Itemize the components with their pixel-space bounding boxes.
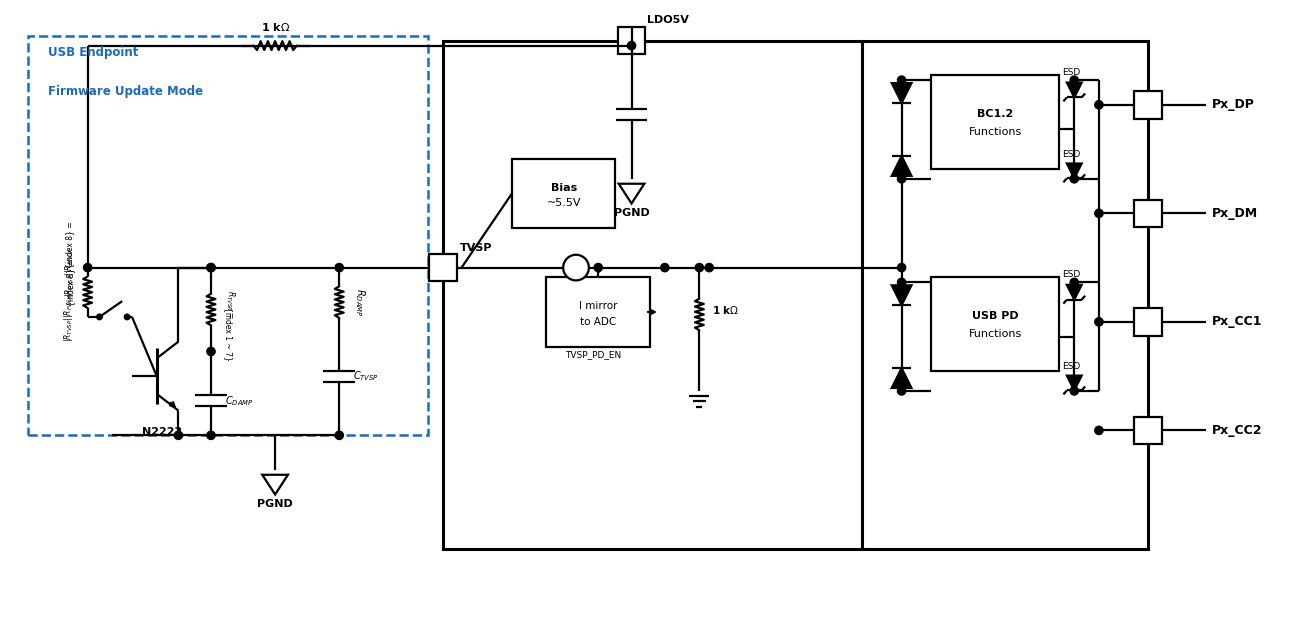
Circle shape <box>1095 318 1104 326</box>
Text: $|R_{TVSP}||R_{FWUP}$: $|R_{TVSP}||R_{FWUP}$ <box>64 248 77 297</box>
Bar <box>1135 91 1162 119</box>
Polygon shape <box>1067 376 1081 391</box>
Circle shape <box>1070 175 1079 183</box>
Bar <box>1135 308 1162 336</box>
Text: Functions: Functions <box>968 329 1022 339</box>
Bar <box>863 40 1148 549</box>
Bar <box>546 277 650 346</box>
Circle shape <box>335 264 344 272</box>
Text: $|R_{TVSP}||R_{FWUP}$: $|R_{TVSP}||R_{FWUP}$ <box>61 292 74 341</box>
Circle shape <box>96 314 102 320</box>
Bar <box>443 40 863 549</box>
Circle shape <box>335 431 344 440</box>
Circle shape <box>1070 278 1079 287</box>
Polygon shape <box>262 475 288 494</box>
Circle shape <box>696 264 704 272</box>
Bar <box>429 254 456 281</box>
Text: TVSP: TVSP <box>460 243 493 253</box>
Polygon shape <box>891 368 912 388</box>
Polygon shape <box>619 183 645 203</box>
Polygon shape <box>891 156 912 176</box>
Polygon shape <box>891 285 912 305</box>
Bar <box>1135 417 1162 444</box>
Bar <box>618 27 645 55</box>
Circle shape <box>898 76 906 84</box>
Text: {index 1 ~ 7}: {index 1 ~ 7} <box>224 307 233 361</box>
Text: Px_CC1: Px_CC1 <box>1212 315 1261 328</box>
Circle shape <box>83 264 91 272</box>
Text: Firmware Update Mode: Firmware Update Mode <box>48 85 203 98</box>
Text: BC1.2: BC1.2 <box>977 109 1014 119</box>
Text: 1 k$\Omega$: 1 k$\Omega$ <box>713 304 739 315</box>
Bar <box>1135 200 1162 227</box>
Text: LDO5V: LDO5V <box>648 15 689 25</box>
Polygon shape <box>891 83 912 103</box>
Bar <box>29 35 427 435</box>
Text: ESD: ESD <box>1062 271 1080 279</box>
Text: N2222: N2222 <box>142 427 182 437</box>
Text: USB PD: USB PD <box>972 312 1019 322</box>
Circle shape <box>705 264 713 272</box>
Polygon shape <box>1067 164 1081 179</box>
Text: Bias: Bias <box>551 183 577 193</box>
Text: TVSP_PD_EN: TVSP_PD_EN <box>566 350 622 360</box>
Polygon shape <box>1067 285 1081 300</box>
Text: ESD: ESD <box>1062 362 1080 371</box>
Circle shape <box>563 255 589 281</box>
Text: {index 8} =: {index 8} = <box>66 259 74 305</box>
Circle shape <box>175 431 182 440</box>
Text: {index 8} =: {index 8} = <box>65 221 74 267</box>
Circle shape <box>1095 101 1104 109</box>
Text: PGND: PGND <box>614 208 649 218</box>
Text: 1 k$\Omega$: 1 k$\Omega$ <box>261 21 289 33</box>
Text: $C_{TVSP}$: $C_{TVSP}$ <box>353 369 379 383</box>
Circle shape <box>594 264 602 272</box>
Text: $R_{DAMP}$: $R_{DAMP}$ <box>353 288 367 317</box>
Text: to ADC: to ADC <box>580 317 616 327</box>
Polygon shape <box>1067 83 1081 98</box>
Circle shape <box>124 314 130 320</box>
Text: Functions: Functions <box>968 127 1022 137</box>
Text: ~5.5V: ~5.5V <box>546 198 581 208</box>
Text: Px_DP: Px_DP <box>1212 98 1255 111</box>
Circle shape <box>1070 76 1079 84</box>
Circle shape <box>207 264 215 272</box>
Circle shape <box>1095 209 1104 218</box>
Text: PGND: PGND <box>257 499 293 509</box>
Text: ESD: ESD <box>1062 68 1080 77</box>
Circle shape <box>207 347 215 356</box>
Circle shape <box>661 264 668 272</box>
Text: $C_{DAMP}$: $C_{DAMP}$ <box>225 394 254 407</box>
Circle shape <box>898 387 906 395</box>
Bar <box>932 75 1059 169</box>
Circle shape <box>898 278 906 287</box>
Bar <box>932 277 1059 371</box>
Circle shape <box>207 264 215 272</box>
Text: Px_DM: Px_DM <box>1212 207 1257 220</box>
Text: Px_CC2: Px_CC2 <box>1212 424 1261 437</box>
Circle shape <box>1070 387 1079 395</box>
Text: $R_{TVSP}$ =: $R_{TVSP}$ = <box>224 290 236 319</box>
Circle shape <box>898 175 906 183</box>
Circle shape <box>627 42 636 50</box>
Circle shape <box>898 264 906 272</box>
Circle shape <box>1095 426 1104 435</box>
Circle shape <box>207 431 215 440</box>
Text: I mirror: I mirror <box>579 301 618 311</box>
Bar <box>512 159 615 228</box>
Text: USB Endpoint: USB Endpoint <box>48 45 138 58</box>
Text: ESD: ESD <box>1062 150 1080 159</box>
